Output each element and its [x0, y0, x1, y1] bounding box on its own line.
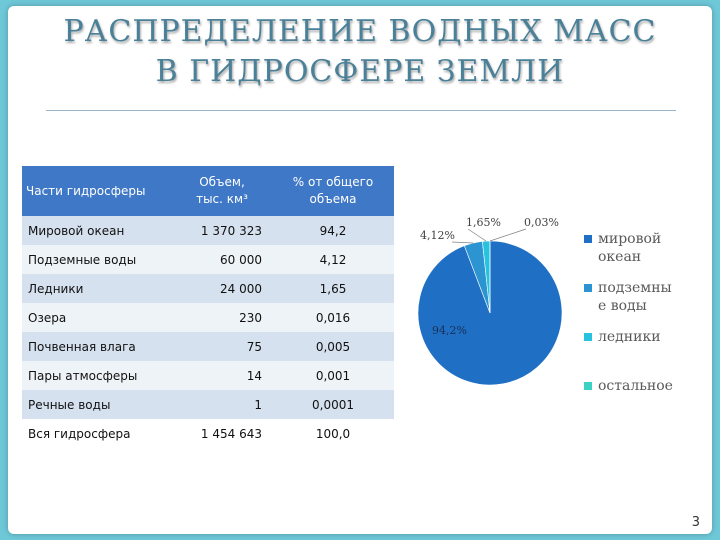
row-percent: 94,2	[272, 216, 394, 245]
hydrosphere-table: Части гидросферы Объем, тыс. км³ % от общ…	[22, 166, 394, 448]
table-row: Пары атмосферы 14 0,001	[22, 361, 394, 390]
pie-labels: 94,2% 4,12% 1,65% 0,03%	[420, 216, 559, 337]
legend-swatch	[584, 382, 592, 390]
legend-swatch	[584, 284, 592, 292]
row-volume: 60 000	[172, 245, 272, 274]
table-row: Подземные воды 60 000 4,12	[22, 245, 394, 274]
header-volume: Объем, тыс. км³	[172, 166, 272, 216]
table-row: Мировой океан 1 370 323 94,2	[22, 216, 394, 245]
row-percent: 0,005	[272, 332, 394, 361]
row-volume: 230	[172, 303, 272, 332]
row-percent: 0,0001	[272, 390, 394, 419]
row-name: Речные воды	[22, 390, 172, 419]
table-header-row: Части гидросферы Объем, тыс. км³ % от общ…	[22, 166, 394, 216]
row-volume: 14	[172, 361, 272, 390]
row-percent: 100,0	[272, 419, 394, 448]
pie-leader-line	[451, 241, 474, 244]
row-name: Вся гидросфера	[22, 419, 172, 448]
pie-data-label: 4,12%	[420, 229, 455, 242]
pie-data-label: 0,03%	[524, 216, 559, 229]
legend-item-glaciers: ледники	[584, 328, 704, 346]
slide-title: РАСПРЕДЕЛЕНИЕ ВОДНЫХ МАСС В ГИДРОСФЕРЕ З…	[8, 12, 712, 92]
row-name: Ледники	[22, 274, 172, 303]
table-row: Озера 230 0,016	[22, 303, 394, 332]
row-name: Мировой океан	[22, 216, 172, 245]
row-name: Подземные воды	[22, 245, 172, 274]
row-volume: 1 454 643	[172, 419, 272, 448]
pie-data-label: 1,65%	[466, 216, 501, 229]
row-name: Почвенная влага	[22, 332, 172, 361]
row-percent: 0,016	[272, 303, 394, 332]
table-row: Ледники 24 000 1,65	[22, 274, 394, 303]
pie-data-label: 94,2%	[432, 324, 467, 337]
legend-swatch	[584, 333, 592, 341]
row-percent: 4,12	[272, 245, 394, 274]
row-name: Пары атмосферы	[22, 361, 172, 390]
row-volume: 75	[172, 332, 272, 361]
header-part: Части гидросферы	[22, 166, 172, 216]
legend-item-other: остальное	[584, 377, 704, 395]
row-volume: 24 000	[172, 274, 272, 303]
row-volume: 1	[172, 390, 272, 419]
legend-item-groundwater: подземны е воды	[584, 279, 704, 315]
pie-leader-line	[467, 228, 487, 242]
pie-chart: 94,2% 4,12% 1,65% 0,03%	[417, 216, 563, 386]
legend-swatch	[584, 235, 592, 243]
row-volume: 1 370 323	[172, 216, 272, 245]
pie-leader-line	[489, 228, 527, 242]
title-line-1: РАСПРЕДЕЛЕНИЕ ВОДНЫХ МАСС	[63, 14, 657, 49]
page-number: 3	[691, 515, 700, 530]
title-line-2: В ГИДРОСФЕРЕ ЗЕМЛИ	[155, 54, 565, 89]
pie-slices	[417, 240, 563, 386]
row-name: Озера	[22, 303, 172, 332]
header-percent: % от общего объема	[272, 166, 394, 216]
table-row: Речные воды 1 0,0001	[22, 390, 394, 419]
table-row: Почвенная влага 75 0,005	[22, 332, 394, 361]
title-divider	[46, 110, 676, 111]
chart-legend: мировой океан подземны е воды ледники оста…	[584, 230, 704, 408]
row-percent: 0,001	[272, 361, 394, 390]
slide: РАСПРЕДЕЛЕНИЕ ВОДНЫХ МАСС В ГИДРОСФЕРЕ З…	[8, 6, 712, 534]
row-percent: 1,65	[272, 274, 394, 303]
legend-item-ocean: мировой океан	[584, 230, 704, 266]
table-row-total: Вся гидросфера 1 454 643 100,0	[22, 419, 394, 448]
